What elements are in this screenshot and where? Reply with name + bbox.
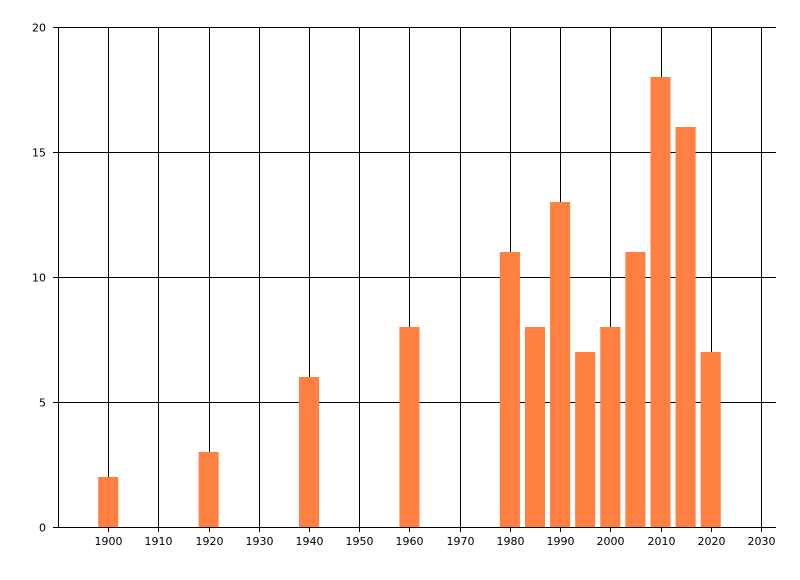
- bar-2010: [650, 77, 671, 527]
- bar-layer: [98, 77, 721, 527]
- y-tick-label: 10: [32, 272, 46, 285]
- bar-2015: [675, 127, 696, 527]
- x-tick-label: 1950: [346, 535, 374, 548]
- x-tick-label: 1990: [547, 535, 575, 548]
- x-tick-label: 2020: [698, 535, 726, 548]
- x-tick-label: 2000: [597, 535, 625, 548]
- axis-layer: [53, 27, 776, 532]
- bar-1940: [299, 377, 320, 527]
- bar-2000: [600, 327, 621, 527]
- x-tick-label: 1960: [396, 535, 424, 548]
- bar-1980: [499, 252, 520, 527]
- tick-label-layer: 0 5 10 15 20 1900 1910 1920 1930 1940 1950 1960 1970…: [32, 22, 776, 549]
- bar-1985: [524, 327, 546, 527]
- y-tick-label: 20: [32, 22, 46, 35]
- y-tick-label: 0: [39, 522, 46, 535]
- bar-1960: [399, 327, 420, 527]
- bar-1920: [198, 452, 219, 527]
- x-tick-label: 1920: [196, 535, 224, 548]
- x-tick-label: 1970: [447, 535, 475, 548]
- y-tick-label: 5: [39, 397, 46, 410]
- bar-2005: [625, 252, 646, 527]
- x-tick-label: 1930: [246, 535, 274, 548]
- x-tick-label: 1910: [145, 535, 173, 548]
- x-tick-label: 2010: [648, 535, 676, 548]
- y-tick-label: 15: [32, 147, 46, 160]
- x-tick-label: 1940: [296, 535, 324, 548]
- bar-1900: [98, 477, 119, 527]
- x-tick-label: 1980: [497, 535, 525, 548]
- x-tick-label: 2030: [748, 535, 776, 548]
- bar-2020: [700, 352, 721, 527]
- bar-1990: [550, 202, 571, 527]
- x-tick-label: 1900: [95, 535, 123, 548]
- bar-1995: [575, 352, 596, 527]
